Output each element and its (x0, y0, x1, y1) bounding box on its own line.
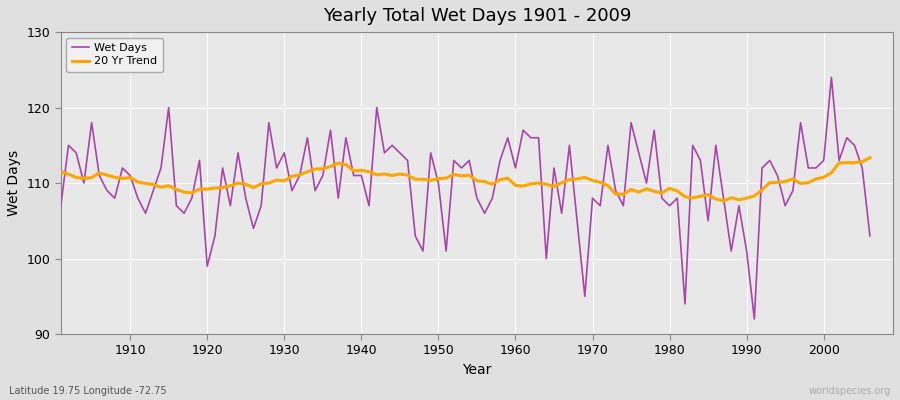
20 Yr Trend (56, 169, 67, 174)
Wet Days (56, 203, 67, 208)
Wet Days (580, 294, 590, 299)
Wet Days (610, 188, 621, 193)
Wet Days (533, 135, 544, 140)
20 Yr Trend (526, 182, 536, 186)
20 Yr Trend (865, 155, 876, 160)
20 Yr Trend (610, 192, 621, 196)
Y-axis label: Wet Days: Wet Days (7, 150, 21, 216)
Wet Days (78, 181, 89, 186)
Wet Days (826, 75, 837, 80)
20 Yr Trend (718, 198, 729, 203)
Line: Wet Days: Wet Days (61, 77, 870, 319)
20 Yr Trend (78, 176, 89, 181)
Wet Days (764, 158, 775, 163)
20 Yr Trend (764, 180, 775, 185)
20 Yr Trend (580, 175, 590, 180)
Title: Yearly Total Wet Days 1901 - 2009: Yearly Total Wet Days 1901 - 2009 (323, 7, 631, 25)
Text: worldspecies.org: worldspecies.org (809, 386, 891, 396)
Wet Days (749, 316, 760, 321)
Wet Days (526, 135, 536, 140)
Wet Days (865, 234, 876, 238)
Legend: Wet Days, 20 Yr Trend: Wet Days, 20 Yr Trend (67, 38, 163, 72)
Line: 20 Yr Trend: 20 Yr Trend (61, 158, 870, 201)
20 Yr Trend (533, 181, 544, 186)
X-axis label: Year: Year (463, 363, 491, 377)
Text: Latitude 19.75 Longitude -72.75: Latitude 19.75 Longitude -72.75 (9, 386, 166, 396)
